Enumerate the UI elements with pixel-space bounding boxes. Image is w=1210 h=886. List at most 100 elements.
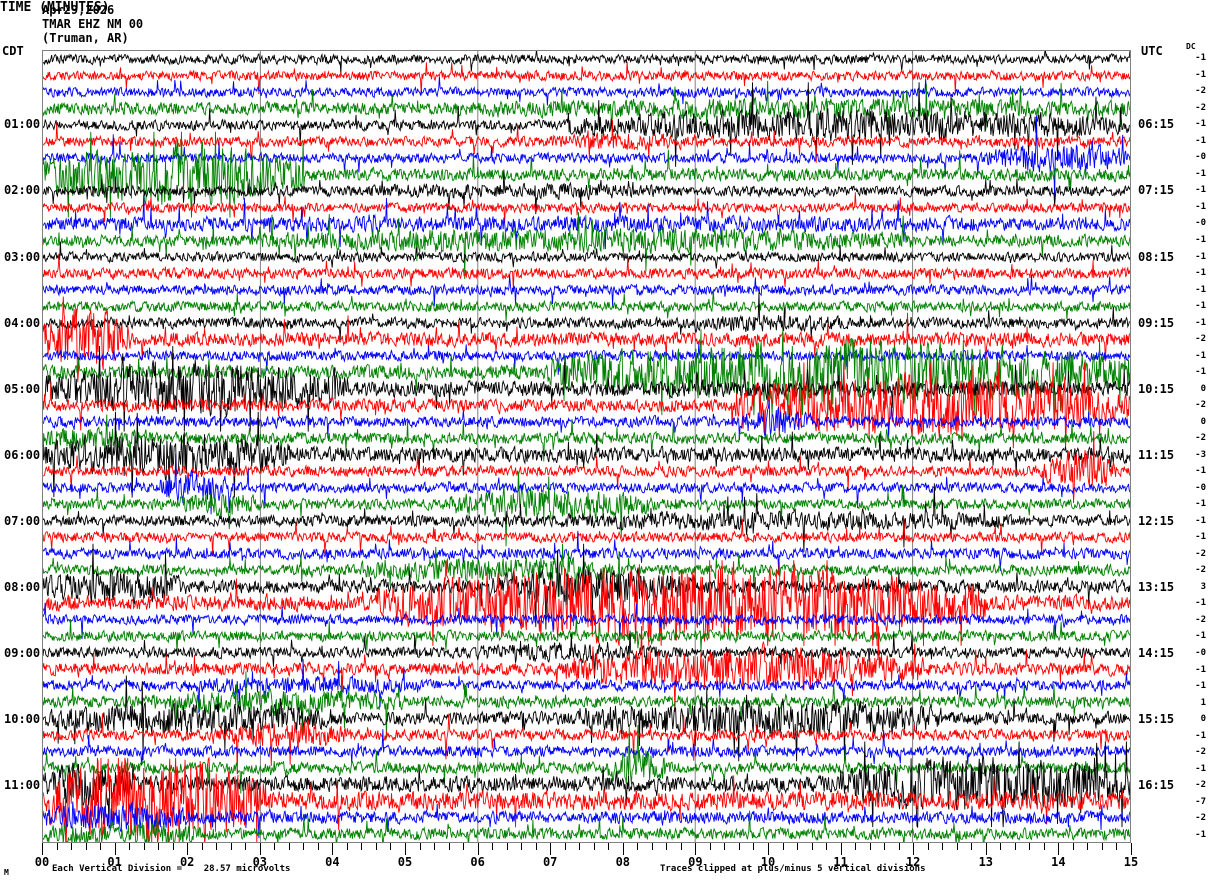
dc-value: -1 [1195,515,1206,526]
seismic-trace [43,329,1130,416]
x-minor-tick [361,843,363,850]
dc-value: -1 [1195,119,1206,130]
left-time-tick: 07:00 [4,513,41,528]
dc-value: -1 [1195,499,1206,510]
dc-value: -1 [1195,598,1206,609]
dc-value: -3 [1195,449,1206,460]
dc-value: -1 [1195,631,1206,642]
seismic-trace [43,292,1130,341]
x-axis-tick-label: 14 [1051,855,1066,869]
x-minor-tick [564,843,566,850]
x-major-tick [405,843,406,855]
clipping-note: Traces clipped at plus/minus 5 vertical … [660,864,926,874]
x-minor-tick [782,843,784,850]
dc-value: -1 [1195,168,1206,179]
x-axis-tick-label: 06 [470,855,485,869]
dc-value: -7 [1195,796,1206,807]
right-time-tick: 15:15 [1138,712,1175,727]
x-major-tick [913,843,915,855]
dc-value: -0 [1195,152,1206,163]
header-station: TMAR EHZ NM 00 [42,17,144,31]
dc-value: -1 [1195,251,1206,262]
vertical-division-note: Each Vertical Division = 28.57 microvolt… [52,864,291,874]
seismic-trace [43,120,1130,163]
x-axis-tick-label: 10 [760,855,776,869]
seismic-trace [43,544,1130,598]
seismic-trace [43,453,1130,515]
x-minor-tick [1014,843,1016,850]
x-minor-tick [593,843,595,850]
seismic-trace [43,131,1130,218]
seismic-trace [43,414,1130,464]
right-time-tick: 08:15 [1138,249,1175,264]
x-axis-ticks [42,843,1132,859]
x-minor-tick [346,843,348,850]
left-time-tick: 02:00 [4,183,41,198]
dc-value: 1 [1200,697,1206,708]
left-time-tick: 06:00 [4,447,41,462]
x-minor-tick [492,843,494,850]
x-minor-tick [288,843,290,850]
left-time-tick: 11:00 [4,778,41,793]
x-minor-tick [85,843,87,850]
x-major-tick [42,843,43,855]
dc-value: -1 [1195,135,1206,146]
x-minor-tick [56,843,58,850]
x-minor-tick [375,843,377,850]
header-location: (Truman, AR) [42,31,129,45]
x-axis-tick-label: 04 [325,855,340,869]
x-minor-tick [129,843,131,850]
dc-value: -1 [1195,268,1206,279]
x-minor-tick [680,843,682,850]
seismic-trace [43,471,1130,547]
x-minor-tick [927,843,929,850]
x-minor-tick [811,843,813,850]
dc-value: -1 [1195,829,1206,840]
seismic-trace [43,741,1130,829]
right-time-tick: 16:15 [1138,778,1175,793]
x-minor-tick [724,843,726,850]
left-time-tick: 01:00 [4,117,41,132]
left-time-tick: 09:00 [4,646,41,660]
trace-canvas [43,51,1130,842]
x-minor-tick [100,843,102,850]
seismic-trace [43,254,1130,290]
seismic-trace [43,169,1130,215]
x-major-tick [622,843,624,855]
right-time-tick: 13:15 [1138,579,1175,594]
x-minor-tick [884,843,886,850]
x-axis-tick-label: 01 [107,855,122,869]
seismic-trace [43,296,1130,383]
seismogram-plot[interactable] [42,50,1131,843]
left-time-tick: 04:00 [4,315,41,330]
right-time-tick: 10:15 [1138,381,1175,396]
x-minor-tick [535,843,537,850]
seismic-trace [43,724,1130,794]
seismic-trace [43,51,1130,75]
x-minor-tick [608,843,610,850]
x-minor-tick [419,843,421,850]
x-major-tick [332,843,334,855]
dc-value: -2 [1195,334,1206,345]
right-time-tick: 07:15 [1138,183,1175,198]
dc-value: -1 [1195,532,1206,543]
right-time-tick: 09:15 [1138,315,1175,330]
x-axis-tick-label: 11 [833,855,848,869]
x-axis-tick-label: 03 [252,855,268,869]
seismic-trace [43,411,1130,498]
magnitude-marker: M [4,868,9,877]
x-axis-tick-label: 07 [542,855,558,869]
seismic-trace [43,810,1130,842]
dc-value: -2 [1195,813,1206,824]
x-minor-tick [216,843,218,850]
x-minor-tick [434,843,436,850]
dc-value: -0 [1195,482,1206,493]
x-minor-tick [971,843,973,850]
x-minor-tick [1029,843,1031,850]
dc-value: -1 [1195,367,1206,378]
x-minor-tick [1116,843,1118,850]
right-time-tick: 11:15 [1138,447,1175,462]
dc-value: -1 [1195,664,1206,675]
x-minor-tick [1043,843,1045,850]
x-minor-tick [1101,843,1103,850]
